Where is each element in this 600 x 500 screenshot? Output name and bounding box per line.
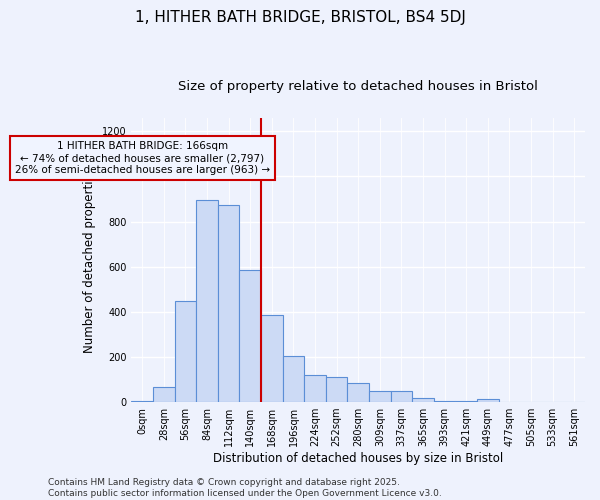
Bar xyxy=(175,301,196,402)
Bar xyxy=(239,270,261,402)
Bar xyxy=(261,315,283,402)
Bar xyxy=(304,375,326,402)
Bar xyxy=(369,391,391,402)
Bar xyxy=(153,388,175,402)
Bar xyxy=(477,399,499,402)
Bar xyxy=(434,401,455,402)
Bar xyxy=(347,383,369,402)
Bar xyxy=(218,204,239,402)
Title: Size of property relative to detached houses in Bristol: Size of property relative to detached ho… xyxy=(178,80,538,93)
Text: Contains HM Land Registry data © Crown copyright and database right 2025.
Contai: Contains HM Land Registry data © Crown c… xyxy=(48,478,442,498)
Bar xyxy=(196,200,218,402)
Y-axis label: Number of detached properties: Number of detached properties xyxy=(83,167,97,353)
Bar xyxy=(131,401,153,402)
Bar xyxy=(283,356,304,402)
Text: 1, HITHER BATH BRIDGE, BRISTOL, BS4 5DJ: 1, HITHER BATH BRIDGE, BRISTOL, BS4 5DJ xyxy=(134,10,466,25)
Bar xyxy=(455,401,477,402)
Bar xyxy=(391,392,412,402)
X-axis label: Distribution of detached houses by size in Bristol: Distribution of detached houses by size … xyxy=(213,452,503,465)
Text: 1 HITHER BATH BRIDGE: 166sqm
← 74% of detached houses are smaller (2,797)
26% of: 1 HITHER BATH BRIDGE: 166sqm ← 74% of de… xyxy=(15,142,270,174)
Bar xyxy=(326,378,347,402)
Bar xyxy=(412,398,434,402)
